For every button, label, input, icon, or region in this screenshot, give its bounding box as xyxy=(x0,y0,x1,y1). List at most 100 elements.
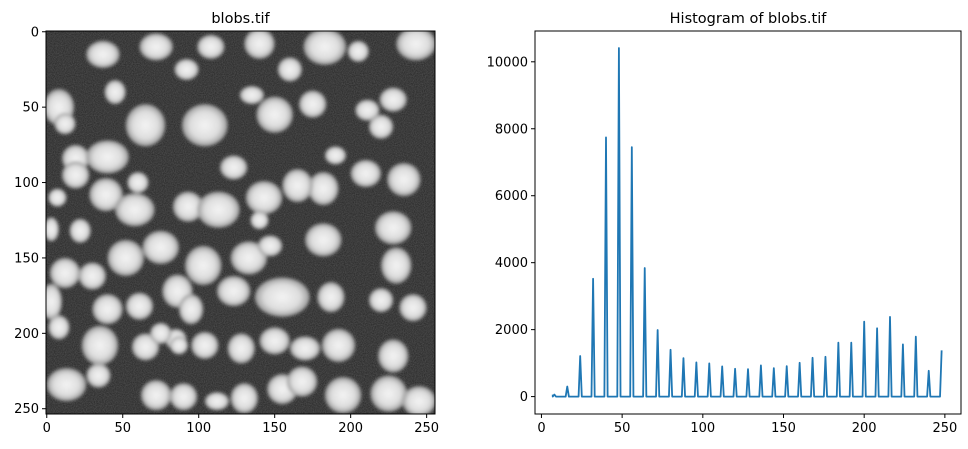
blob-3 xyxy=(197,34,225,59)
image-x-tick-label-2: 100 xyxy=(186,421,211,436)
image-x-tick-label-1: 50 xyxy=(114,421,131,436)
blob-17 xyxy=(379,87,407,112)
image-y-tick-label-4: 200 xyxy=(14,327,39,342)
blob-66 xyxy=(78,262,107,290)
histogram-x-tick-label-5: 250 xyxy=(932,421,957,436)
blob-69 xyxy=(219,155,248,180)
blob-72 xyxy=(174,58,199,81)
blob-15 xyxy=(299,90,327,118)
blob-6 xyxy=(347,40,369,62)
blob-76 xyxy=(204,392,230,411)
blob-70 xyxy=(368,114,394,139)
blob-2 xyxy=(139,33,173,61)
blob-50 xyxy=(227,333,255,364)
image-y-tick-label-5: 250 xyxy=(14,402,39,417)
blob-12 xyxy=(181,104,228,147)
blob-22 xyxy=(197,191,240,228)
histogram-frame xyxy=(534,30,962,415)
blob-54 xyxy=(378,339,409,373)
blob-45 xyxy=(48,315,70,340)
blob-25 xyxy=(350,159,382,188)
blob-49 xyxy=(191,331,219,359)
blob-59 xyxy=(230,383,258,414)
image-x-tick-label-3: 150 xyxy=(262,421,287,436)
image-frame xyxy=(45,30,436,415)
histogram-y-tick-label-3: 6000 xyxy=(495,189,528,204)
image-y-tick-label-1: 50 xyxy=(22,101,39,116)
blob-27 xyxy=(46,217,59,242)
blob-31 xyxy=(185,245,222,286)
blob-20 xyxy=(115,193,155,227)
histogram-x-tick-label-1: 50 xyxy=(614,421,631,436)
blob-13 xyxy=(239,86,265,105)
blob-65 xyxy=(49,257,81,289)
blob-5 xyxy=(303,31,347,65)
histogram-y-tick-label-1: 2000 xyxy=(495,323,528,338)
blob-36 xyxy=(46,283,62,320)
blob-21 xyxy=(172,191,204,222)
blob-28 xyxy=(69,218,91,243)
blob-10 xyxy=(86,140,129,174)
blob-56 xyxy=(86,363,111,388)
blob-81 xyxy=(250,211,269,230)
blob-11 xyxy=(125,104,166,147)
blob-42 xyxy=(317,282,345,313)
blob-16 xyxy=(355,99,380,121)
blob-37 xyxy=(92,294,123,325)
blob-57 xyxy=(140,380,172,411)
blob-53 xyxy=(321,328,356,362)
image-title: blobs.tif xyxy=(211,11,270,27)
blob-18 xyxy=(61,161,90,189)
image-x-axis: 0 50 100 150 200 250 xyxy=(43,414,439,436)
histogram-x-tick-label-0: 0 xyxy=(537,421,545,436)
blob-78 xyxy=(127,171,149,194)
blob-67 xyxy=(178,294,204,325)
blob-46 xyxy=(81,325,119,365)
blob-62 xyxy=(324,377,362,414)
blob-38 xyxy=(125,292,154,320)
histogram-y-tick-label-2: 4000 xyxy=(495,256,528,271)
histogram-x-axis: 0 50 100 150 200 250 xyxy=(537,414,957,436)
image-x-tick-label-5: 250 xyxy=(414,421,439,436)
image-x-tick-label-0: 0 xyxy=(43,421,51,436)
blob-34 xyxy=(305,223,342,257)
image-y-tick-label-2: 100 xyxy=(14,176,39,191)
image-area xyxy=(46,31,435,414)
blob-layer xyxy=(46,31,435,414)
blob-30 xyxy=(142,230,179,264)
blob-26 xyxy=(387,162,421,197)
histogram-y-tick-label-4: 8000 xyxy=(495,122,528,137)
blob-75 xyxy=(169,336,189,355)
blob-68 xyxy=(282,168,313,203)
blob-41 xyxy=(254,277,310,317)
blob-58 xyxy=(169,383,198,411)
blob-19 xyxy=(89,178,123,212)
blob-80 xyxy=(324,146,347,165)
blob-33 xyxy=(257,235,283,257)
blob-43 xyxy=(368,288,394,313)
blob-64 xyxy=(402,386,435,414)
blob-29 xyxy=(107,239,145,277)
blob-73 xyxy=(277,57,303,82)
image-y-tick-label-0: 0 xyxy=(31,25,39,40)
image-y-axis: 0 50 100 150 200 250 xyxy=(14,25,46,417)
histogram-title: Histogram of blobs.tif xyxy=(670,11,828,27)
histogram-y-tick-label-0: 0 xyxy=(520,390,528,405)
blob-61 xyxy=(286,366,318,397)
blob-4 xyxy=(244,31,275,59)
blob-77 xyxy=(150,322,172,344)
image-x-tick-label-4: 200 xyxy=(338,421,363,436)
histogram-x-tick-label-2: 100 xyxy=(690,421,715,436)
blob-44 xyxy=(399,294,427,322)
histogram-x-tick-label-3: 150 xyxy=(771,421,796,436)
blob-40 xyxy=(216,276,251,307)
histogram-x-tick-label-4: 200 xyxy=(852,421,877,436)
blob-14 xyxy=(256,96,293,133)
blob-23 xyxy=(245,181,283,215)
image-y-tick-label-3: 150 xyxy=(14,251,39,266)
blob-71 xyxy=(104,80,126,105)
blob-47 xyxy=(131,333,160,361)
blob-74 xyxy=(381,247,412,284)
blob-8 xyxy=(54,113,76,135)
